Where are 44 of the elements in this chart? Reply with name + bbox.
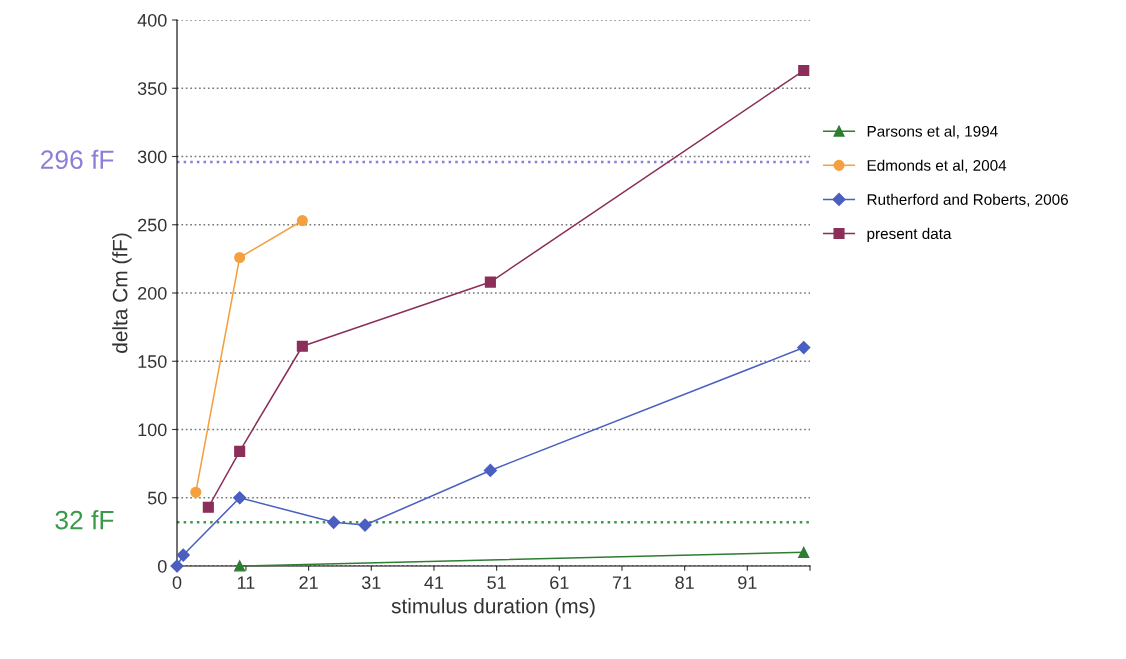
- y-tick-label: 100: [138, 423, 167, 437]
- y-tick-label: 400: [137, 13, 167, 27]
- x-axis-title: stimulus duration (ms): [391, 598, 595, 618]
- point: [176, 548, 190, 562]
- point: [798, 546, 810, 558]
- point: [234, 560, 246, 572]
- x-tick-label: 81: [675, 576, 694, 589]
- legend-label: Rutherford and Roberts, 2006: [867, 193, 1068, 207]
- legend-label: Edmonds et al, 2004: [867, 159, 1007, 173]
- y-tick-label: 300: [137, 150, 167, 164]
- point: [797, 341, 811, 355]
- point: [234, 445, 246, 457]
- x-tick-label: 71: [612, 576, 632, 589]
- point: [233, 491, 247, 505]
- point: [234, 251, 246, 264]
- point: [798, 64, 810, 77]
- point: [202, 501, 214, 513]
- y-tick-label: 200: [138, 286, 167, 300]
- point: [483, 463, 497, 478]
- x-tick-label: 41: [424, 576, 444, 589]
- point: [296, 340, 308, 352]
- point: [327, 515, 341, 529]
- x-tick-label: 91: [738, 576, 757, 589]
- y-axis-title: delta Cm (fF): [112, 233, 132, 353]
- x-tick-label: 21: [299, 576, 318, 589]
- x-tick-label: 0: [172, 576, 182, 589]
- ref-line-label: 296 fF: [41, 149, 114, 170]
- y-tick-label: 150: [138, 355, 167, 368]
- legend-label: present data: [867, 227, 952, 243]
- point: [484, 276, 496, 288]
- point: [296, 215, 308, 227]
- x-tick-label: 31: [361, 576, 381, 589]
- x-tick-label: 61: [550, 576, 569, 589]
- x-tick-label: 11: [237, 576, 255, 589]
- ref-line-label: 32 fF: [55, 510, 114, 530]
- y-tick-label: 0: [157, 559, 167, 573]
- y-tick-label: 250: [138, 218, 167, 232]
- point: [190, 486, 202, 498]
- point: [170, 559, 184, 573]
- y-tick-label: 50: [147, 491, 167, 505]
- y-tick-label: 350: [137, 82, 167, 95]
- x-tick-label: 51: [487, 576, 506, 589]
- point: [358, 518, 372, 532]
- legend-label: Parsons et al, 1994: [867, 125, 998, 139]
